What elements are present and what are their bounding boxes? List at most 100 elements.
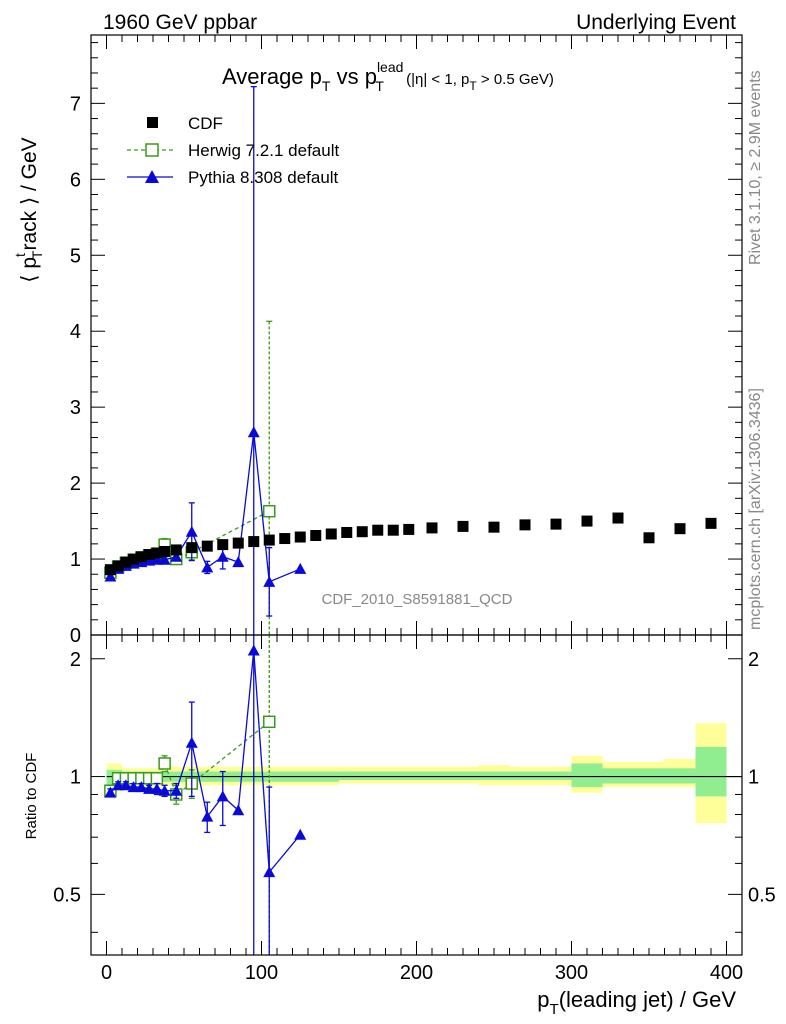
cdf-point <box>488 521 500 533</box>
ratio-pythia-point <box>150 782 163 794</box>
pythia-point <box>150 553 163 565</box>
ratio-panel: 0 100 200 300 400 0.5 0.5 1 1 2 2 Ratio to CDF pT(… <box>23 634 776 1018</box>
ratio-y-tick-label: 2 <box>70 649 81 671</box>
ratio-data-layer <box>104 635 307 955</box>
x-tick-label: 0 <box>101 962 112 984</box>
ratio-axes: 0 100 200 300 400 0.5 0.5 1 1 2 2 <box>53 635 776 984</box>
ratio-pythia-point <box>104 786 117 798</box>
ratio-herwig-point <box>150 772 164 785</box>
pythia-point <box>247 426 260 438</box>
ratio-herwig-point <box>158 757 171 770</box>
cdf-point <box>143 548 155 560</box>
cdf-point <box>643 532 655 544</box>
ratio-y-axis-label: Ratio to CDF <box>23 753 40 840</box>
cdf-point <box>294 531 306 543</box>
title-sub-2: T <box>375 78 384 94</box>
ratio-pythia-point <box>112 779 125 791</box>
watermark-label: CDF_2010_S8591881_QCD <box>322 591 513 608</box>
ratio-band-green <box>571 763 603 788</box>
legend-label-cdf: CDF <box>188 114 223 133</box>
title-part-1: Average p <box>222 64 322 89</box>
pythia-point <box>185 525 198 537</box>
cdf-point <box>128 553 140 565</box>
y-label-part-a: ⟨ p <box>18 257 41 283</box>
cdf-point <box>550 518 562 530</box>
cdf-point <box>372 524 384 536</box>
ratio-pythia-point <box>127 781 140 793</box>
ratio-band-green <box>602 768 665 784</box>
ratio-y-tick-label-right: 2 <box>748 649 759 671</box>
legend-marker-pythia <box>145 170 159 183</box>
main-y-tick-label: 4 <box>70 321 81 343</box>
cdf-point <box>612 512 624 524</box>
main-y-tick-label: 3 <box>70 397 81 419</box>
cdf-point <box>217 539 229 551</box>
cdf-point <box>581 515 593 527</box>
pythia-point <box>104 570 117 582</box>
ratio-pythia-point <box>216 790 229 802</box>
pythia-point <box>216 550 229 562</box>
rivet-version-label: Rivet 3.1.10, ≥ 2.9M events <box>747 70 764 265</box>
title-sup: lead <box>377 59 403 75</box>
pythia-point <box>232 556 245 568</box>
y-label-part-b: rack ⟩ / GeV <box>18 137 41 250</box>
legend-marker-cdf <box>147 117 158 128</box>
pythia-point <box>201 561 214 573</box>
x-tick-label: 200 <box>400 962 433 984</box>
pythia-point <box>170 550 183 562</box>
cdf-point <box>279 533 291 545</box>
main-y-tick-label: 7 <box>70 93 81 115</box>
cdf-point <box>325 528 337 540</box>
ratio-herwig-point <box>263 715 276 729</box>
x-tick-label: 100 <box>245 962 278 984</box>
ratio-y-tick-label-right: 0.5 <box>748 884 776 906</box>
pythia-point <box>294 562 307 574</box>
cdf-point <box>120 556 132 568</box>
ratio-pythia-point <box>294 828 307 840</box>
main-data-layer <box>104 85 717 635</box>
x-tick-label: 300 <box>555 962 588 984</box>
y-label-sup: t <box>12 253 28 257</box>
ratio-uncertainty-band <box>106 723 742 824</box>
cdf-point <box>310 530 322 542</box>
pythia-point <box>263 575 276 587</box>
ratio-band-green <box>339 771 479 780</box>
cdf-point <box>674 523 686 535</box>
ratio-y-tick-label-right: 1 <box>748 767 759 789</box>
legend: CDF Herwig 7.2.1 default Pythia 8.308 de… <box>127 114 339 187</box>
cdf-point <box>135 551 147 563</box>
cdf-point <box>426 522 438 534</box>
ratio-pythia-point <box>135 781 148 793</box>
x-tick-label: 400 <box>710 962 743 984</box>
ratio-pythia-point <box>232 804 245 816</box>
cdf-point <box>341 526 353 538</box>
title-part-4: > 0.5 GeV) <box>477 71 554 88</box>
title-sub-1: T <box>322 78 331 94</box>
ratio-pythia-point <box>247 644 260 656</box>
ratio-pythia-point <box>143 782 156 794</box>
ratio-y-tick-label: 1 <box>70 767 81 789</box>
ratio-band-green <box>478 771 510 780</box>
main-axes: 0 1 2 3 4 5 6 7 <box>70 35 742 647</box>
cdf-point <box>248 536 260 548</box>
cdf-point <box>112 560 124 572</box>
y-label-sub: T <box>29 250 45 259</box>
cdf-point <box>457 520 469 532</box>
main-y-tick-label: 6 <box>70 169 81 191</box>
cdf-point <box>403 523 415 535</box>
header-left: 1960 GeV ppbar <box>103 11 257 34</box>
legend-label-pythia: Pythia 8.308 default <box>188 168 339 187</box>
ratio-pythia-line <box>109 650 301 874</box>
ratio-band-green <box>664 768 696 784</box>
ratio-pythia-point <box>185 736 198 748</box>
cdf-point <box>186 542 198 554</box>
ratio-pythia-point <box>263 866 276 878</box>
cdf-point <box>104 564 116 576</box>
cdf-point <box>159 545 171 557</box>
main-y-tick-label: 5 <box>70 245 81 267</box>
legend-label-herwig: Herwig 7.2.1 default <box>188 141 339 160</box>
cdf-point <box>201 540 213 552</box>
mcplots-label: mcplots.cern.ch [arXiv:1306.3436] <box>747 388 764 630</box>
ratio-y-tick-label: 0.5 <box>53 884 81 906</box>
cdf-point <box>519 519 531 531</box>
